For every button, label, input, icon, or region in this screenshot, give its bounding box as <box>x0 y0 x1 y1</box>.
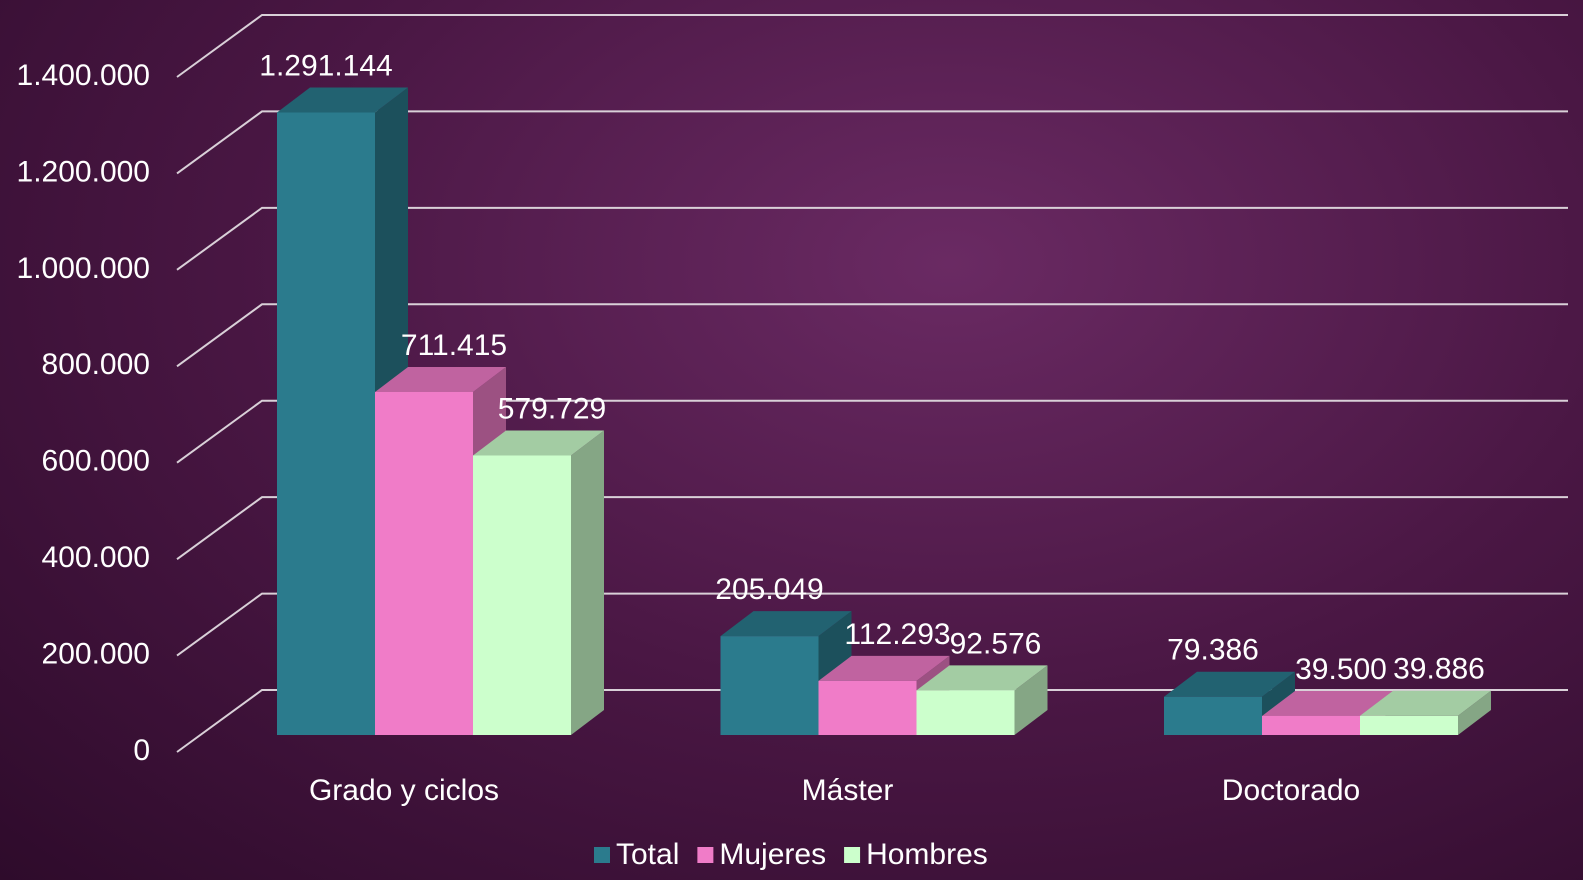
bar-front <box>375 391 473 735</box>
bar-top <box>277 87 408 113</box>
bar-side <box>1014 665 1048 735</box>
value-label: 711.415 <box>401 329 507 362</box>
value-label: 79.386 <box>1167 634 1259 667</box>
bar <box>277 87 408 736</box>
bar-front <box>473 455 571 735</box>
value-label: 92.576 <box>950 627 1042 660</box>
legend-swatch <box>594 847 610 863</box>
y-tick-label: 0 <box>133 734 150 767</box>
bar-front <box>1164 696 1262 735</box>
y-tick-label: 200.000 <box>42 637 150 670</box>
value-label: 205.049 <box>715 573 823 606</box>
grid-line <box>176 689 1568 753</box>
y-tick-label: 400.000 <box>42 541 150 574</box>
bar-top <box>818 655 950 681</box>
value-label: 579.729 <box>498 392 606 425</box>
bar-front <box>277 112 375 736</box>
value-label: 39.886 <box>1393 653 1485 686</box>
x-tick-label: Grado y ciclos <box>309 774 499 807</box>
bar-front <box>916 690 1015 735</box>
grid-line <box>176 496 1568 560</box>
value-label: 112.293 <box>844 618 950 651</box>
legend-swatch <box>844 847 861 863</box>
grid-line <box>176 110 1568 175</box>
legend-label: Mujeres <box>719 838 826 871</box>
bar-top <box>1360 690 1491 716</box>
bar-top <box>720 611 852 637</box>
bar-top <box>1164 671 1295 697</box>
bar-side <box>571 430 604 735</box>
bar-front <box>818 680 917 735</box>
bar-top <box>1262 690 1393 716</box>
bar-top <box>916 665 1048 691</box>
legend-label: Hombres <box>866 838 988 871</box>
x-tick-label: Doctorado <box>1222 774 1360 807</box>
grid-line <box>176 206 1568 271</box>
bar <box>473 430 604 735</box>
bar-front <box>1262 715 1360 735</box>
grid-line <box>176 303 1568 368</box>
y-tick-label: 1.400.000 <box>17 59 150 92</box>
x-tick-label: Máster <box>802 774 894 807</box>
grid-line <box>176 399 1568 464</box>
bar <box>1164 671 1295 735</box>
bar <box>916 665 1048 735</box>
value-label: 1.291.144 <box>259 49 392 82</box>
grid-line <box>176 592 1568 657</box>
bar-top <box>375 366 506 392</box>
bar-top <box>473 430 604 456</box>
y-tick-label: 1.200.000 <box>17 155 150 188</box>
bar-side <box>1458 690 1491 735</box>
bar <box>1360 690 1491 735</box>
legend-label: Total <box>616 838 679 871</box>
value-label: 39.500 <box>1295 653 1387 686</box>
y-tick-label: 1.000.000 <box>17 252 150 285</box>
bar <box>720 611 852 735</box>
legend-swatch <box>697 847 714 863</box>
grid-line <box>176 14 1568 78</box>
bar-front <box>720 636 819 735</box>
bar-front <box>1360 715 1458 735</box>
y-tick-label: 600.000 <box>42 445 150 478</box>
y-tick-label: 800.000 <box>42 348 150 381</box>
